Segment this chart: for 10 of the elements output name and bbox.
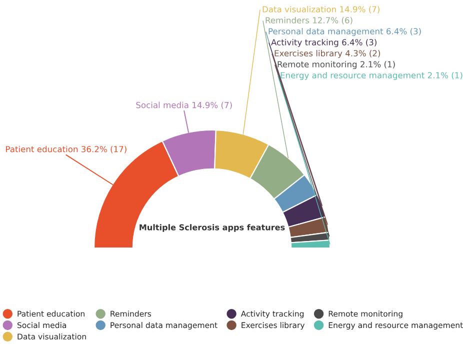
category-label: Exercises library 4.3% (2) — [274, 50, 380, 58]
text: Multiple Sclerosis apps features — [140, 224, 285, 232]
category-label: Personal data management 6.4% (3) — [268, 28, 421, 36]
category-label: Remote monitoring 2.1% (1) — [278, 60, 395, 70]
category-label: Data visualization 14.9% (7) — [262, 6, 380, 14]
category-label: Reminders 12.7% (6) — [266, 16, 352, 24]
category-label: Patient education 36.2% (17) — [6, 146, 126, 154]
category-label: Energy and resource management 2.1% (1) — [280, 72, 462, 80]
category-label: Social media 14.9% (7) — [136, 102, 232, 110]
category-label: Activity tracking 6.4% (3) — [271, 38, 376, 48]
